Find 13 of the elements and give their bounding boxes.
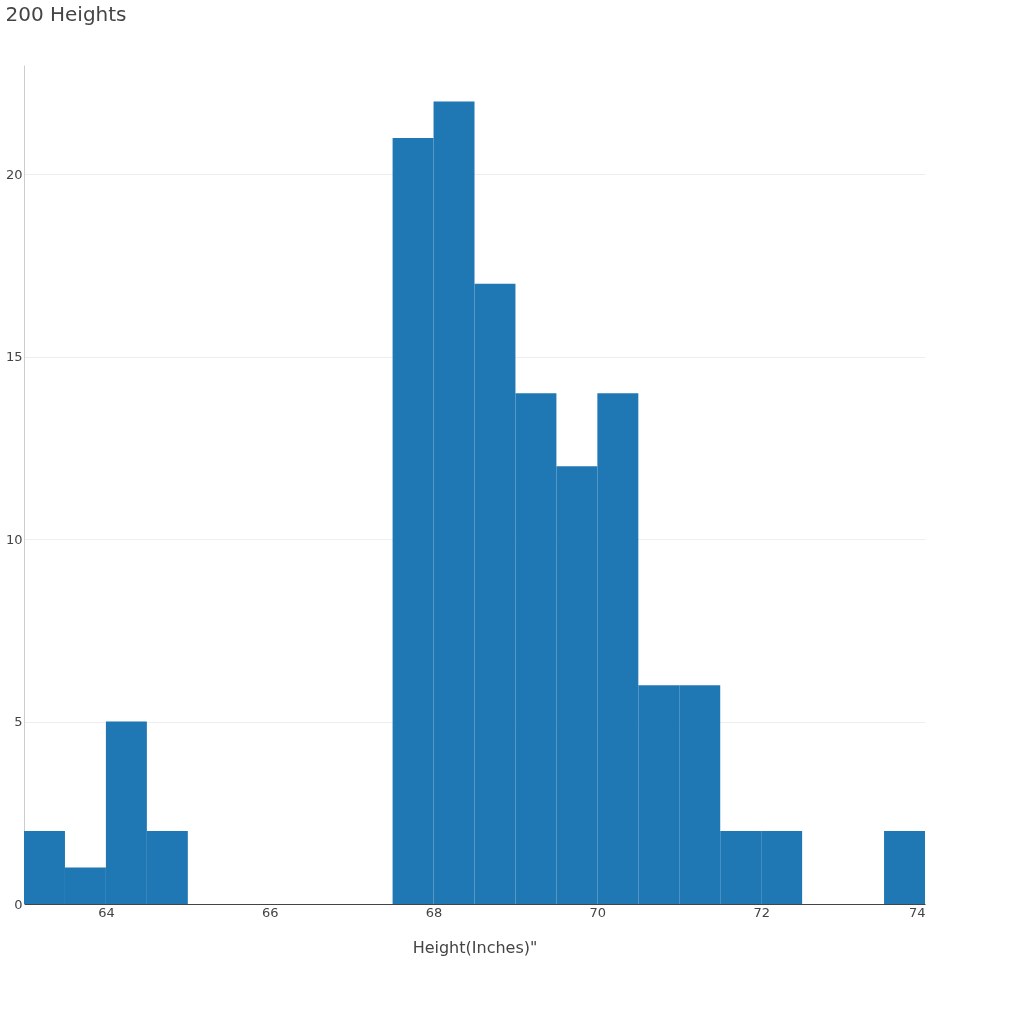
- y-tick-label: 20: [5, 166, 23, 182]
- x-tick-label: 70: [589, 904, 607, 920]
- x-tick-label: 68: [425, 904, 443, 920]
- x-axis-title: Height(Inches)": [412, 937, 538, 957]
- x-tick-label: 74: [908, 904, 926, 920]
- y-tick-label: 5: [14, 714, 23, 730]
- y-tick-label: 10: [5, 531, 23, 547]
- x-tick-label: 66: [261, 904, 279, 920]
- x-tick-label: 72: [753, 904, 770, 920]
- y-tick-label: 0: [14, 896, 23, 912]
- y-tick-label: 15: [5, 349, 23, 365]
- x-tick-label: 64: [98, 904, 115, 920]
- chart-title: 200 Heights: [5, 2, 127, 26]
